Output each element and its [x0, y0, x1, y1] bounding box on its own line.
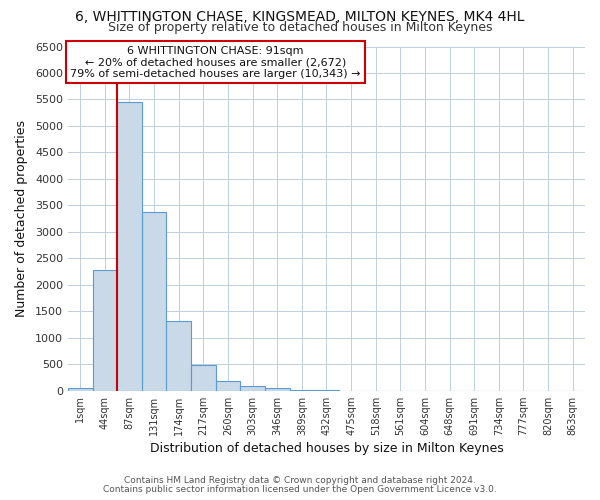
Bar — [240, 386, 265, 390]
Bar — [215, 381, 240, 390]
Y-axis label: Number of detached properties: Number of detached properties — [15, 120, 28, 317]
Bar — [191, 366, 215, 390]
Bar — [265, 388, 290, 390]
Text: Contains HM Land Registry data © Crown copyright and database right 2024.: Contains HM Land Registry data © Crown c… — [124, 476, 476, 485]
X-axis label: Distribution of detached houses by size in Milton Keynes: Distribution of detached houses by size … — [149, 442, 503, 455]
Bar — [166, 321, 191, 390]
Bar — [92, 270, 117, 390]
Text: 6, WHITTINGTON CHASE, KINGSMEAD, MILTON KEYNES, MK4 4HL: 6, WHITTINGTON CHASE, KINGSMEAD, MILTON … — [75, 10, 525, 24]
Text: Contains public sector information licensed under the Open Government Licence v3: Contains public sector information licen… — [103, 484, 497, 494]
Text: 6 WHITTINGTON CHASE: 91sqm
← 20% of detached houses are smaller (2,672)
79% of s: 6 WHITTINGTON CHASE: 91sqm ← 20% of deta… — [70, 46, 361, 79]
Bar — [117, 102, 142, 391]
Text: Size of property relative to detached houses in Milton Keynes: Size of property relative to detached ho… — [108, 22, 492, 35]
Bar — [68, 388, 92, 390]
Bar — [142, 212, 166, 390]
